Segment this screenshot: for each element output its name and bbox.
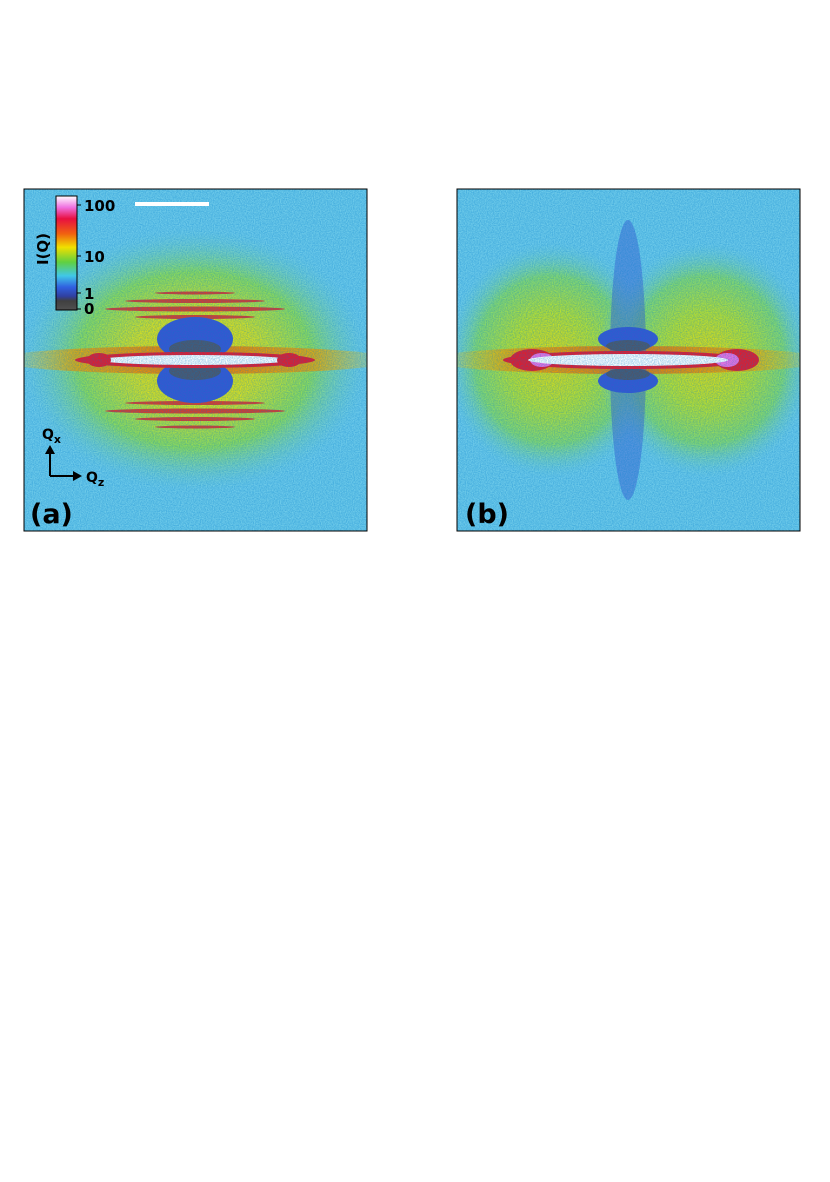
colorbar-tick: 100 — [84, 197, 115, 215]
axis-label-vertical: Qx — [42, 427, 61, 446]
symbol: Q — [86, 470, 98, 486]
scattering-image — [24, 189, 367, 531]
colorbar — [55, 195, 78, 311]
panel-label: (a) — [30, 499, 73, 530]
axis-label-horizontal: Qz — [86, 470, 104, 489]
colorbar-label: I(Q) — [34, 233, 52, 265]
subscript: x — [54, 433, 61, 446]
panel-label: (b) — [465, 499, 509, 530]
panel-b: (b) — [456, 188, 801, 532]
axis-arrows — [49, 451, 76, 477]
symbol: Q — [42, 427, 54, 443]
subscript: z — [98, 476, 104, 489]
panel-a: 100 10 1 0 I(Q) Qx Qz (a) — [23, 188, 368, 532]
scattering-image — [457, 189, 800, 531]
colorbar-tick: 10 — [84, 248, 105, 266]
colorbar-tick: 1 — [84, 285, 94, 303]
colorbar-tick: 0 — [84, 300, 94, 318]
